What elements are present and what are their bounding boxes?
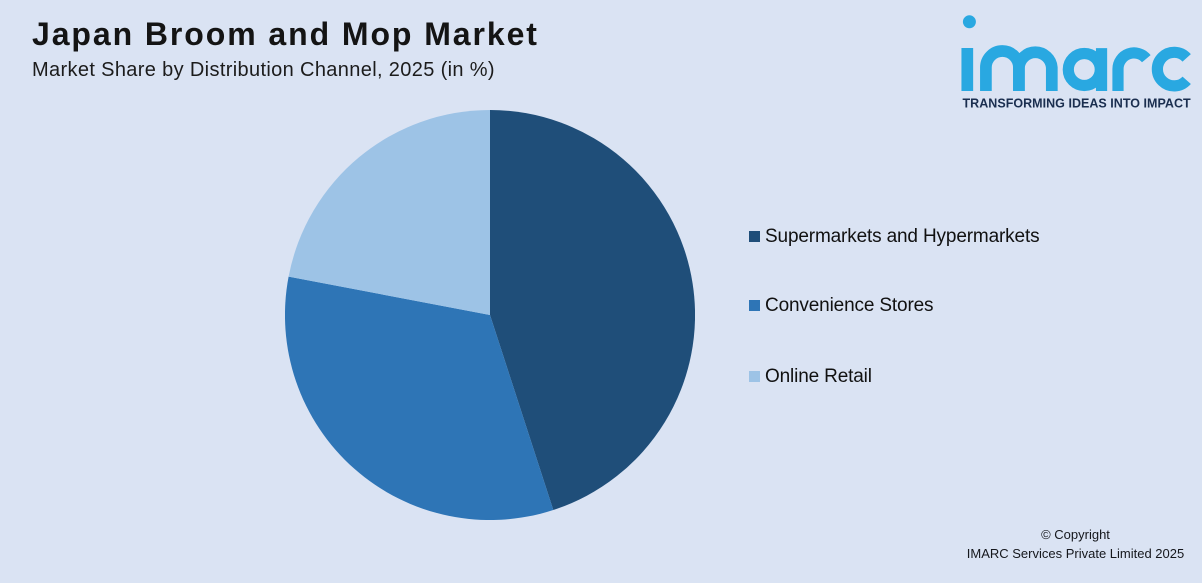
svg-text:TRANSFORMING IDEAS INTO IMPACT: TRANSFORMING IDEAS INTO IMPACT bbox=[963, 97, 1192, 111]
